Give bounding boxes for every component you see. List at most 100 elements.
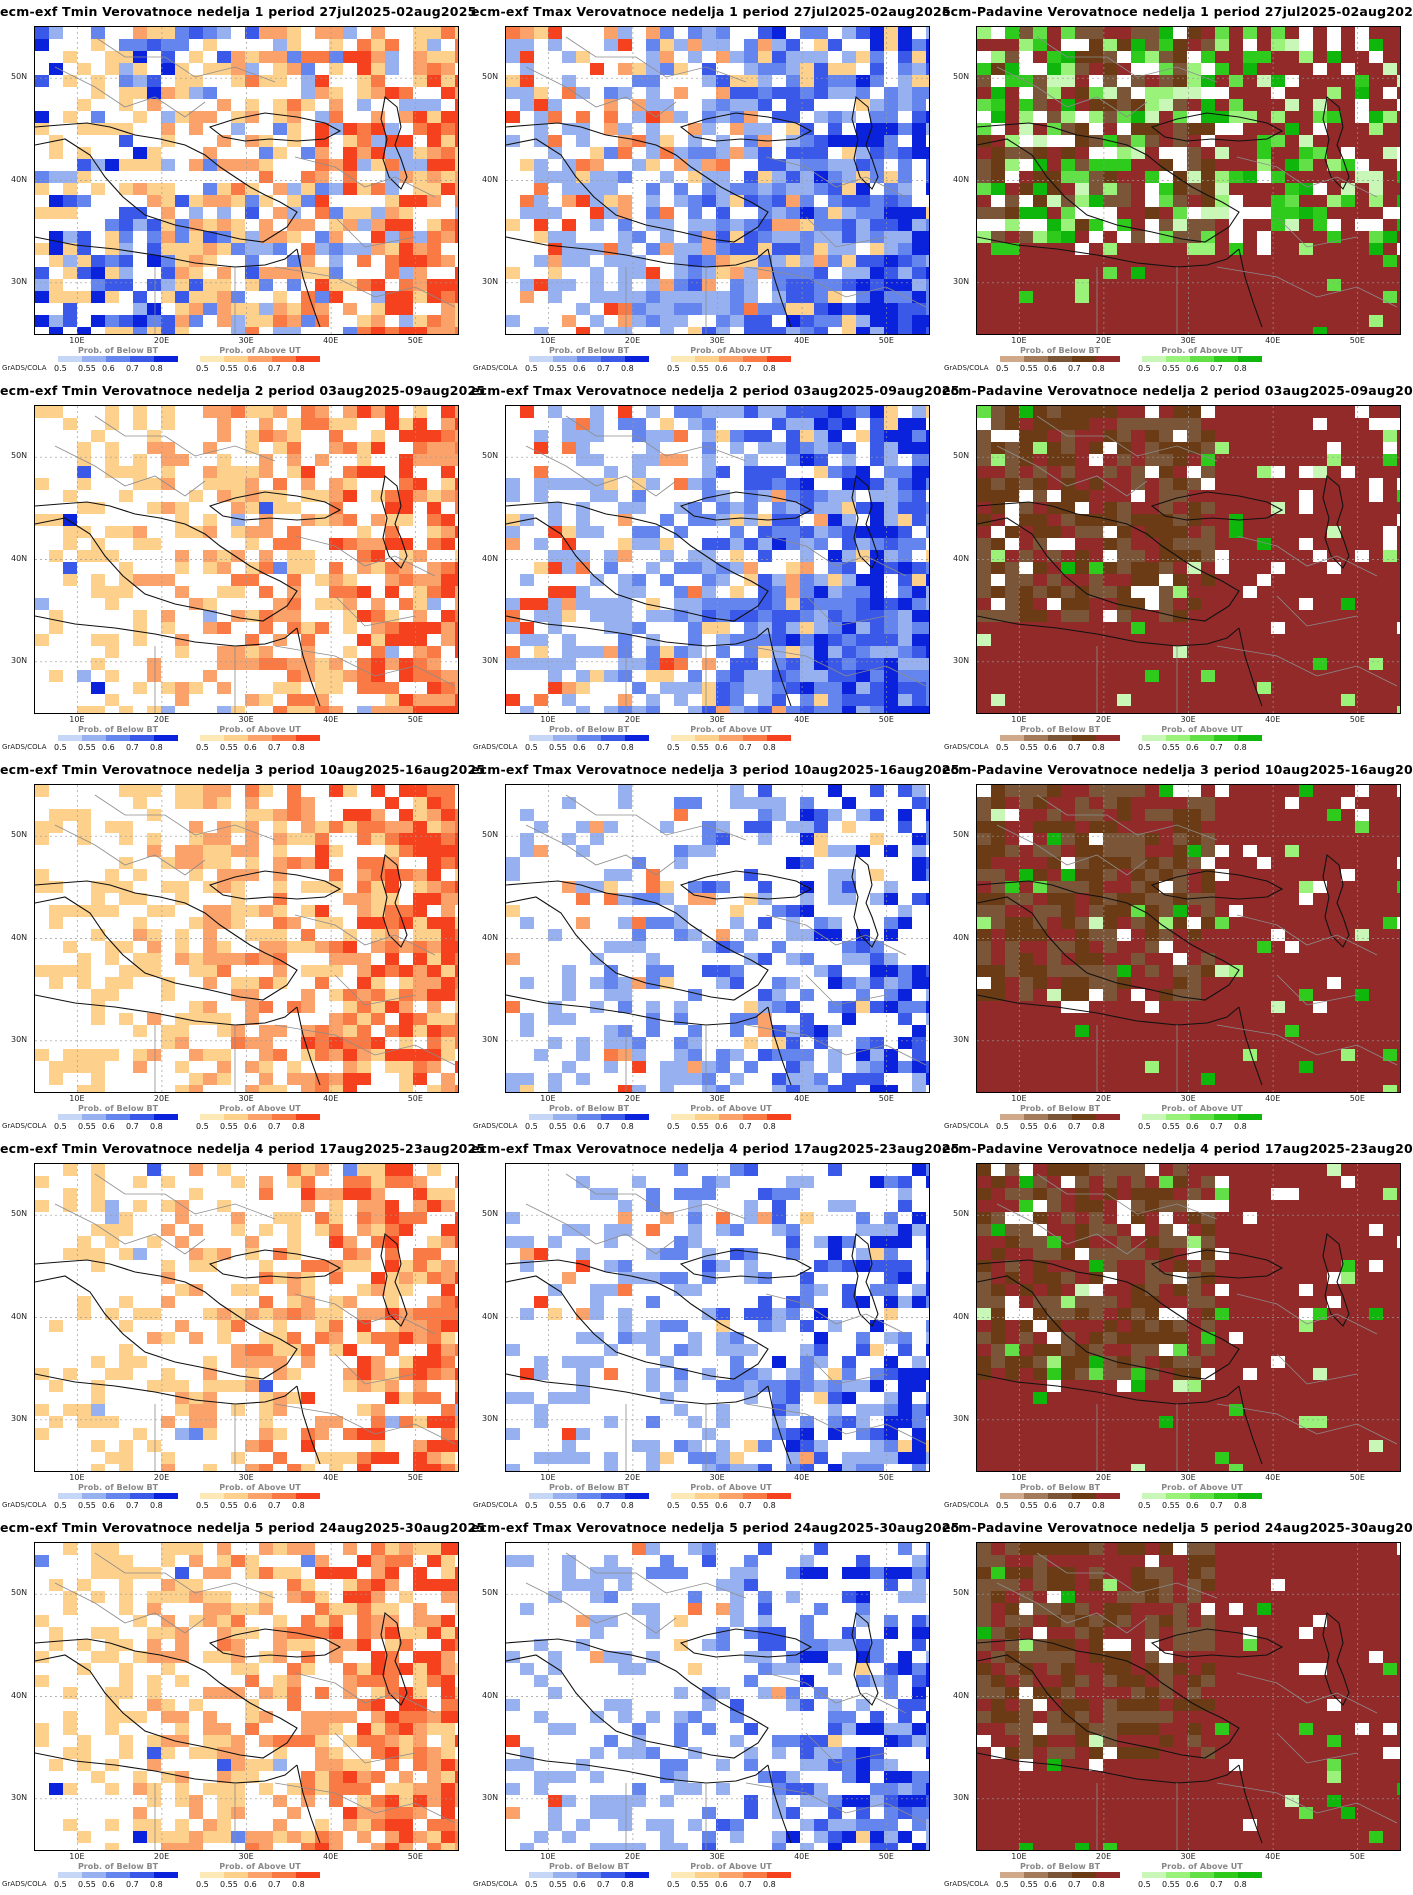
- legend-tick: 0.55: [549, 1880, 567, 1889]
- legend-tick: 0.7: [268, 1880, 281, 1889]
- map-panel: ecm-Padavine Verovatnoce nedelja 2 perio…: [942, 379, 1413, 758]
- probability-map: [976, 26, 1401, 335]
- probability-map: [976, 405, 1401, 714]
- legend-tick: 0.7: [597, 1880, 610, 1889]
- legend-tick: 0.5: [54, 743, 67, 752]
- lon-tick-label: 10E: [1011, 715, 1027, 724]
- legend-swatch: [130, 356, 154, 362]
- legend-tick: 0.55: [1020, 1501, 1038, 1510]
- above-probability-legend: Prob. of Above UT 0.5 0.55 0.6 0.7 0.8: [196, 1862, 320, 1892]
- lat-tick-label: 50N: [11, 1588, 28, 1598]
- legend-tick: 0.5: [196, 364, 209, 373]
- legend-swatch: [82, 1493, 106, 1499]
- legend-tick: 0.8: [292, 743, 305, 752]
- legend-tick: 0.5: [1138, 1880, 1151, 1889]
- legend-swatch: [130, 1493, 154, 1499]
- lat-tick-label: 40N: [953, 932, 970, 942]
- legend-swatch: [1190, 735, 1214, 741]
- legend-swatch: [296, 1493, 320, 1499]
- legend-tick: 0.8: [150, 743, 163, 752]
- legend-swatch: [106, 356, 130, 362]
- legend-title: Prob. of Below BT: [548, 346, 630, 355]
- panel-title: ecm-exf Tmin Verovatnoce nedelja 4 perio…: [0, 1141, 486, 1156]
- legend-title: Prob. of Below BT: [1019, 1483, 1101, 1492]
- legend-swatch: [1024, 1114, 1048, 1120]
- legend-swatch: [248, 735, 272, 741]
- legend-swatch: [82, 1872, 106, 1878]
- lon-tick-label: 40E: [794, 336, 810, 345]
- legend-tick: 0.7: [1210, 364, 1223, 373]
- lat-tick-label: 30N: [953, 1792, 970, 1802]
- legend-tick: 0.5: [996, 1880, 1009, 1889]
- lon-tick-label: 10E: [1011, 1852, 1027, 1861]
- probability-map: [976, 1542, 1401, 1851]
- legend-swatch: [767, 1872, 791, 1878]
- below-probability-legend: Prob. of Below BT 0.5 0.55 0.6 0.7 0.8: [525, 346, 649, 376]
- panel-title: ecm-exf Tmax Verovatnoce nedelja 5 perio…: [471, 1520, 960, 1535]
- legend-tick: 0.5: [667, 1880, 680, 1889]
- legend-tick: 0.6: [1044, 1501, 1057, 1510]
- lat-tick-label: 50N: [482, 830, 499, 840]
- panel-title: ecm-exf Tmin Verovatnoce nedelja 2 perio…: [0, 383, 486, 398]
- legend-swatch: [1096, 1114, 1120, 1120]
- legend-colorbar: [529, 356, 649, 362]
- legend-swatch: [130, 735, 154, 741]
- legend-swatch: [58, 1872, 82, 1878]
- lon-tick-label: 20E: [624, 1473, 641, 1482]
- above-probability-legend: Prob. of Above UT 0.5 0.55 0.6 0.7 0.8: [1138, 1862, 1262, 1892]
- lat-tick-label: 50N: [482, 1588, 499, 1598]
- below-probability-legend: Prob. of Below BT 0.5 0.55 0.6 0.7 0.8: [54, 1483, 178, 1513]
- legend-tick: 0.7: [739, 1501, 752, 1510]
- legend-swatch: [743, 1114, 767, 1120]
- legend-swatch: [695, 1872, 719, 1878]
- legend-swatch: [1024, 1872, 1048, 1878]
- legend-tick: 0.5: [667, 364, 680, 373]
- legend-swatch: [1142, 356, 1166, 362]
- legend-title: Prob. of Below BT: [1019, 346, 1101, 355]
- legend-swatch: [719, 1493, 743, 1499]
- grads-credit: GrADS/COLA: [2, 1501, 47, 1509]
- legend-swatch: [767, 356, 791, 362]
- legend-swatch: [577, 356, 601, 362]
- lon-tick-label: 10E: [540, 1094, 556, 1103]
- legend-title: Prob. of Below BT: [548, 1483, 630, 1492]
- panel-title: ecm-exf Tmax Verovatnoce nedelja 3 perio…: [471, 762, 960, 777]
- legend-swatch: [1238, 735, 1262, 741]
- legend-tick: 0.8: [621, 1122, 634, 1131]
- lon-tick-label: 40E: [1265, 1473, 1281, 1482]
- legend-swatch: [224, 1493, 248, 1499]
- above-probability-legend: Prob. of Above UT 0.5 0.55 0.6 0.7 0.8: [1138, 346, 1262, 376]
- legend-tick: 0.5: [996, 364, 1009, 373]
- lat-tick-label: 40N: [482, 1311, 499, 1321]
- legend-tick: 0.8: [621, 1880, 634, 1889]
- legend-swatch: [200, 1114, 224, 1120]
- legend-tick: 0.8: [621, 1501, 634, 1510]
- lon-tick-label: 40E: [323, 1473, 339, 1482]
- legend-tick: 0.6: [715, 1501, 728, 1510]
- lat-tick-label: 50N: [953, 830, 970, 840]
- legend-title: Prob. of Above UT: [219, 346, 301, 355]
- legend-swatch: [695, 735, 719, 741]
- legend-swatch: [1214, 735, 1238, 741]
- legend-swatch: [200, 735, 224, 741]
- legend-swatch: [1214, 356, 1238, 362]
- legend-swatch: [224, 356, 248, 362]
- map-panel: ecm-exf Tmax Verovatnoce nedelja 1 perio…: [471, 0, 951, 379]
- grads-credit: GrADS/COLA: [2, 743, 47, 751]
- lat-tick-label: 30N: [482, 655, 499, 665]
- legend-swatch: [625, 1114, 649, 1120]
- lon-tick-label: 50E: [407, 1473, 423, 1482]
- legend-tick: 0.6: [1186, 1501, 1199, 1510]
- legend-tick: 0.8: [763, 364, 776, 373]
- legend-swatch: [625, 356, 649, 362]
- legend-title: Prob. of Above UT: [219, 1104, 301, 1113]
- legend-swatch: [1166, 1493, 1190, 1499]
- legend-tick: 0.5: [525, 364, 538, 373]
- lon-tick-label: 30E: [238, 715, 254, 724]
- legend-tick: 0.5: [1138, 364, 1151, 373]
- lon-tick-label: 30E: [1180, 1094, 1196, 1103]
- legend-swatch: [82, 735, 106, 741]
- lon-tick-label: 20E: [1095, 336, 1112, 345]
- legend-swatch: [296, 1872, 320, 1878]
- lat-tick-label: 40N: [482, 932, 499, 942]
